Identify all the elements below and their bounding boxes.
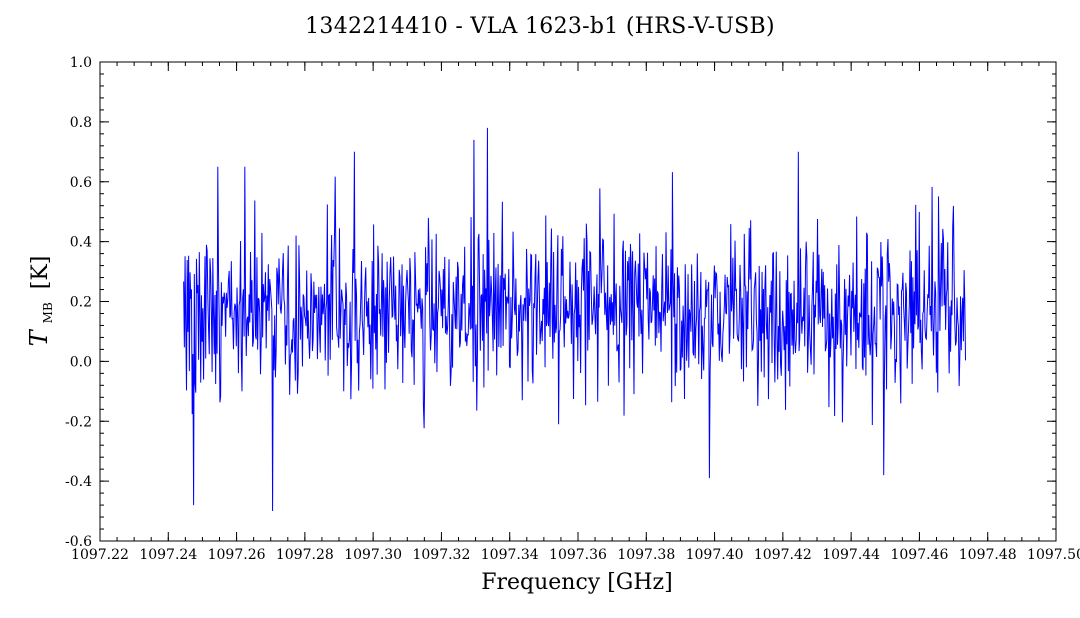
y-tick-label: 0.4 bbox=[70, 235, 92, 251]
x-tick-label: 1097.24 bbox=[139, 547, 197, 563]
x-axis-title: Frequency [GHz] bbox=[481, 570, 673, 595]
y-axis-title-unit: [K] bbox=[28, 256, 53, 290]
y-axis-title-main: T bbox=[25, 328, 53, 346]
y-axis-title-sub: MB bbox=[41, 302, 55, 323]
y-tick-label: 0.8 bbox=[70, 115, 92, 131]
x-tick-label: 1097.36 bbox=[549, 547, 607, 563]
x-tick-label: 1097.40 bbox=[686, 547, 744, 563]
spectrum-series-line bbox=[183, 127, 967, 512]
x-tick-label: 1097.44 bbox=[822, 547, 880, 563]
y-tick-label: 0.2 bbox=[70, 295, 92, 311]
y-tick-label: -0.4 bbox=[65, 474, 92, 490]
x-tick-label: 1097.28 bbox=[276, 547, 334, 563]
y-axis-title: T MB [K] bbox=[25, 256, 58, 347]
x-tick-label: 1097.32 bbox=[412, 547, 470, 563]
x-tick-label: 1097.30 bbox=[344, 547, 402, 563]
y-tick-label: -0.2 bbox=[65, 414, 92, 430]
y-tick-label: 0.6 bbox=[70, 175, 92, 191]
x-tick-label: 1097.50 bbox=[1027, 547, 1080, 563]
x-tick-label: 1097.22 bbox=[71, 547, 129, 563]
ticks-layer: 1097.22 1097.24 1097.26 1097.28 1097.30 1097.… bbox=[65, 55, 1080, 563]
x-tick-label: 1097.38 bbox=[617, 547, 675, 563]
x-tick-label: 1097.46 bbox=[890, 547, 948, 563]
y-tick-label: 0.0 bbox=[70, 354, 92, 370]
series-layer bbox=[183, 127, 967, 512]
x-tick-label: 1097.34 bbox=[481, 547, 539, 563]
y-tick-label: 1.0 bbox=[70, 55, 92, 71]
y-tick-label: -0.6 bbox=[65, 534, 92, 550]
x-tick-label: 1097.26 bbox=[208, 547, 266, 563]
chart-title: 1342214410 - VLA 1623-b1 (HRS-V-USB) bbox=[305, 14, 775, 39]
plot-frame bbox=[99, 61, 1057, 542]
x-tick-label: 1097.42 bbox=[754, 547, 812, 563]
x-tick-label: 1097.48 bbox=[959, 547, 1017, 563]
svg-text:T MB [K]: T MB [K] bbox=[25, 256, 58, 347]
